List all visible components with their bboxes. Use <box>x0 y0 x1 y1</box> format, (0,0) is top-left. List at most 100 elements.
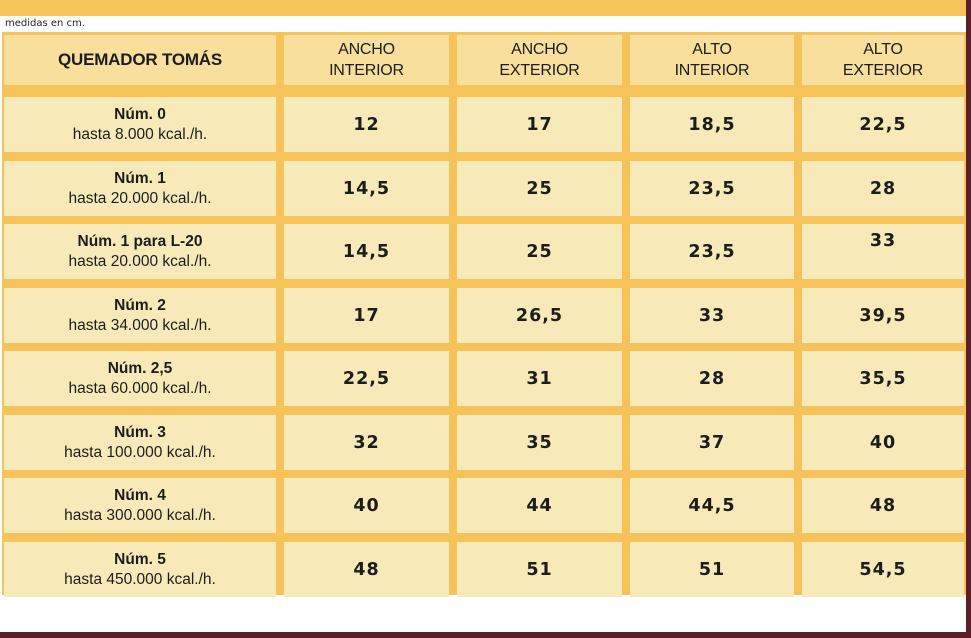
burner-name: Núm. 4 <box>114 486 166 504</box>
table-cell-value: 28 <box>802 161 964 216</box>
dimension-value: 44,5 <box>688 495 736 516</box>
dimension-value: 25 <box>526 241 553 262</box>
header-label-line: ALTO <box>692 41 732 58</box>
top-banner-strip <box>0 0 966 16</box>
table-cell-value: 35 <box>457 415 622 470</box>
table-cell-value: 23,5 <box>630 161 794 216</box>
dimension-value: 17 <box>353 305 380 326</box>
burner-capacity: hasta 100.000 kcal./h. <box>64 443 216 461</box>
header-burner-label: QUEMADOR TOMÁS <box>57 50 223 69</box>
table-row-burner: Núm. 5 hasta 450.000 kcal./h. <box>4 542 276 597</box>
header-cell: ALTO EXTERIOR <box>802 35 964 85</box>
table-cell-value: 18,5 <box>630 97 794 152</box>
header-label-line: INTERIOR <box>329 62 404 79</box>
dimension-value: 35 <box>526 432 553 453</box>
dimension-value: 39,5 <box>859 305 907 326</box>
burner-name: Núm. 5 <box>114 550 166 568</box>
table-cell-value: 40 <box>284 478 449 533</box>
header-cell: ANCHO INTERIOR <box>284 35 449 85</box>
dimension-value: 37 <box>698 432 726 453</box>
dimension-value: 32 <box>353 432 380 453</box>
dimension-value: 26,5 <box>515 305 564 326</box>
table-cell-value: 39,5 <box>802 288 964 343</box>
units-note: medidas en cm. <box>5 18 85 29</box>
dimension-value: 40 <box>353 495 380 516</box>
table-cell-value: 32 <box>284 415 449 470</box>
table-cell-value: 14,5 <box>284 161 449 216</box>
dimension-value: 33 <box>698 305 726 326</box>
dimension-value: 18,5 <box>688 114 736 135</box>
table-row-burner: Núm. 1 para L-20 hasta 20.000 kcal./h. <box>4 224 276 279</box>
dimension-value: 54,5 <box>859 559 907 580</box>
header-label-line: INTERIOR <box>674 62 750 79</box>
header-label-line: ANCHO <box>338 41 395 58</box>
burner-name: Núm. 1 <box>114 169 166 187</box>
table-cell-value: 31 <box>457 351 622 406</box>
dimension-value: 22,5 <box>859 114 907 135</box>
table-cell-value: 25 <box>457 224 622 279</box>
table-row-burner: Núm. 2,5 hasta 60.000 kcal./h. <box>4 351 276 406</box>
burner-capacity: hasta 450.000 kcal./h. <box>64 570 216 588</box>
table-cell-value: 25 <box>457 161 622 216</box>
burner-capacity: hasta 34.000 kcal./h. <box>68 316 212 334</box>
table-cell-value: 48 <box>284 542 449 597</box>
dimension-value: 51 <box>526 559 553 580</box>
table-cell-value: 37 <box>630 415 794 470</box>
dimension-value: 28 <box>698 368 726 389</box>
burner-name: Núm. 1 para L-20 <box>77 232 203 250</box>
dimension-value: 48 <box>353 559 380 580</box>
table-cell-value: 26,5 <box>457 288 622 343</box>
burner-capacity: hasta 20.000 kcal./h. <box>68 189 212 207</box>
table-row-burner: Núm. 2 hasta 34.000 kcal./h. <box>4 288 276 343</box>
dimension-value: 33 <box>869 231 897 251</box>
table-cell-value: 33 <box>630 288 794 343</box>
header-cell: ALTO INTERIOR <box>630 35 794 85</box>
table-cell-value: 17 <box>284 288 449 343</box>
table-cell-value: 51 <box>457 542 622 597</box>
dimension-value: 22,5 <box>342 368 391 389</box>
burner-name: Núm. 2 <box>114 296 166 314</box>
dimension-value: 44 <box>526 495 553 516</box>
burner-capacity: hasta 20.000 kcal./h. <box>68 252 212 270</box>
dimension-value: 12 <box>353 114 380 135</box>
table-cell-value: 54,5 <box>802 542 964 597</box>
burner-name: Núm. 0 <box>114 105 166 123</box>
dimension-value: 23,5 <box>688 241 736 262</box>
header-label-line: ANCHO <box>511 41 568 58</box>
burner-dimensions-table: QUEMADOR TOMÁS ANCHO INTERIOR ANCHO EXTERIOR… <box>2 32 966 597</box>
header-label-line: EXTERIOR <box>499 62 580 79</box>
burner-name: Núm. 2,5 <box>107 359 173 377</box>
dimension-value: 40 <box>869 432 897 453</box>
dimension-value: 25 <box>526 178 553 199</box>
dimension-value: 35,5 <box>859 368 907 389</box>
table-cell-value: 51 <box>630 542 794 597</box>
dimension-value: 14,5 <box>342 241 391 262</box>
header-cell-burner: QUEMADOR TOMÁS <box>4 35 276 85</box>
table-cell-value: 44 <box>457 478 622 533</box>
dimension-value: 28 <box>869 178 897 199</box>
dimension-value: 14,5 <box>342 178 391 199</box>
dimension-value: 17 <box>526 114 553 135</box>
burner-capacity: hasta 300.000 kcal./h. <box>64 506 216 524</box>
table-cell-value: 12 <box>284 97 449 152</box>
table-cell-value: 35,5 <box>802 351 964 406</box>
header-label-line: ALTO <box>863 41 903 58</box>
table-cell-value: 22,5 <box>802 97 964 152</box>
table-row-burner: Núm. 0 hasta 8.000 kcal./h. <box>4 97 276 152</box>
dimension-value: 51 <box>698 559 726 580</box>
burner-name: Núm. 3 <box>114 423 166 441</box>
burner-capacity: hasta 60.000 kcal./h. <box>68 379 212 397</box>
table-cell-value: 48 <box>802 478 964 533</box>
burner-capacity: hasta 8.000 kcal./h. <box>72 125 208 143</box>
dimension-value: 31 <box>526 368 553 389</box>
header-label-line: EXTERIOR <box>842 62 924 79</box>
table-cell-value: 23,5 <box>630 224 794 279</box>
table-cell-value: 40 <box>802 415 964 470</box>
dimension-value: 23,5 <box>688 178 736 199</box>
header-cell: ANCHO EXTERIOR <box>457 35 622 85</box>
table-cell-value: 33 <box>802 224 964 279</box>
table-cell-value: 14,5 <box>284 224 449 279</box>
table-cell-value: 17 <box>457 97 622 152</box>
table-cell-value: 44,5 <box>630 478 794 533</box>
